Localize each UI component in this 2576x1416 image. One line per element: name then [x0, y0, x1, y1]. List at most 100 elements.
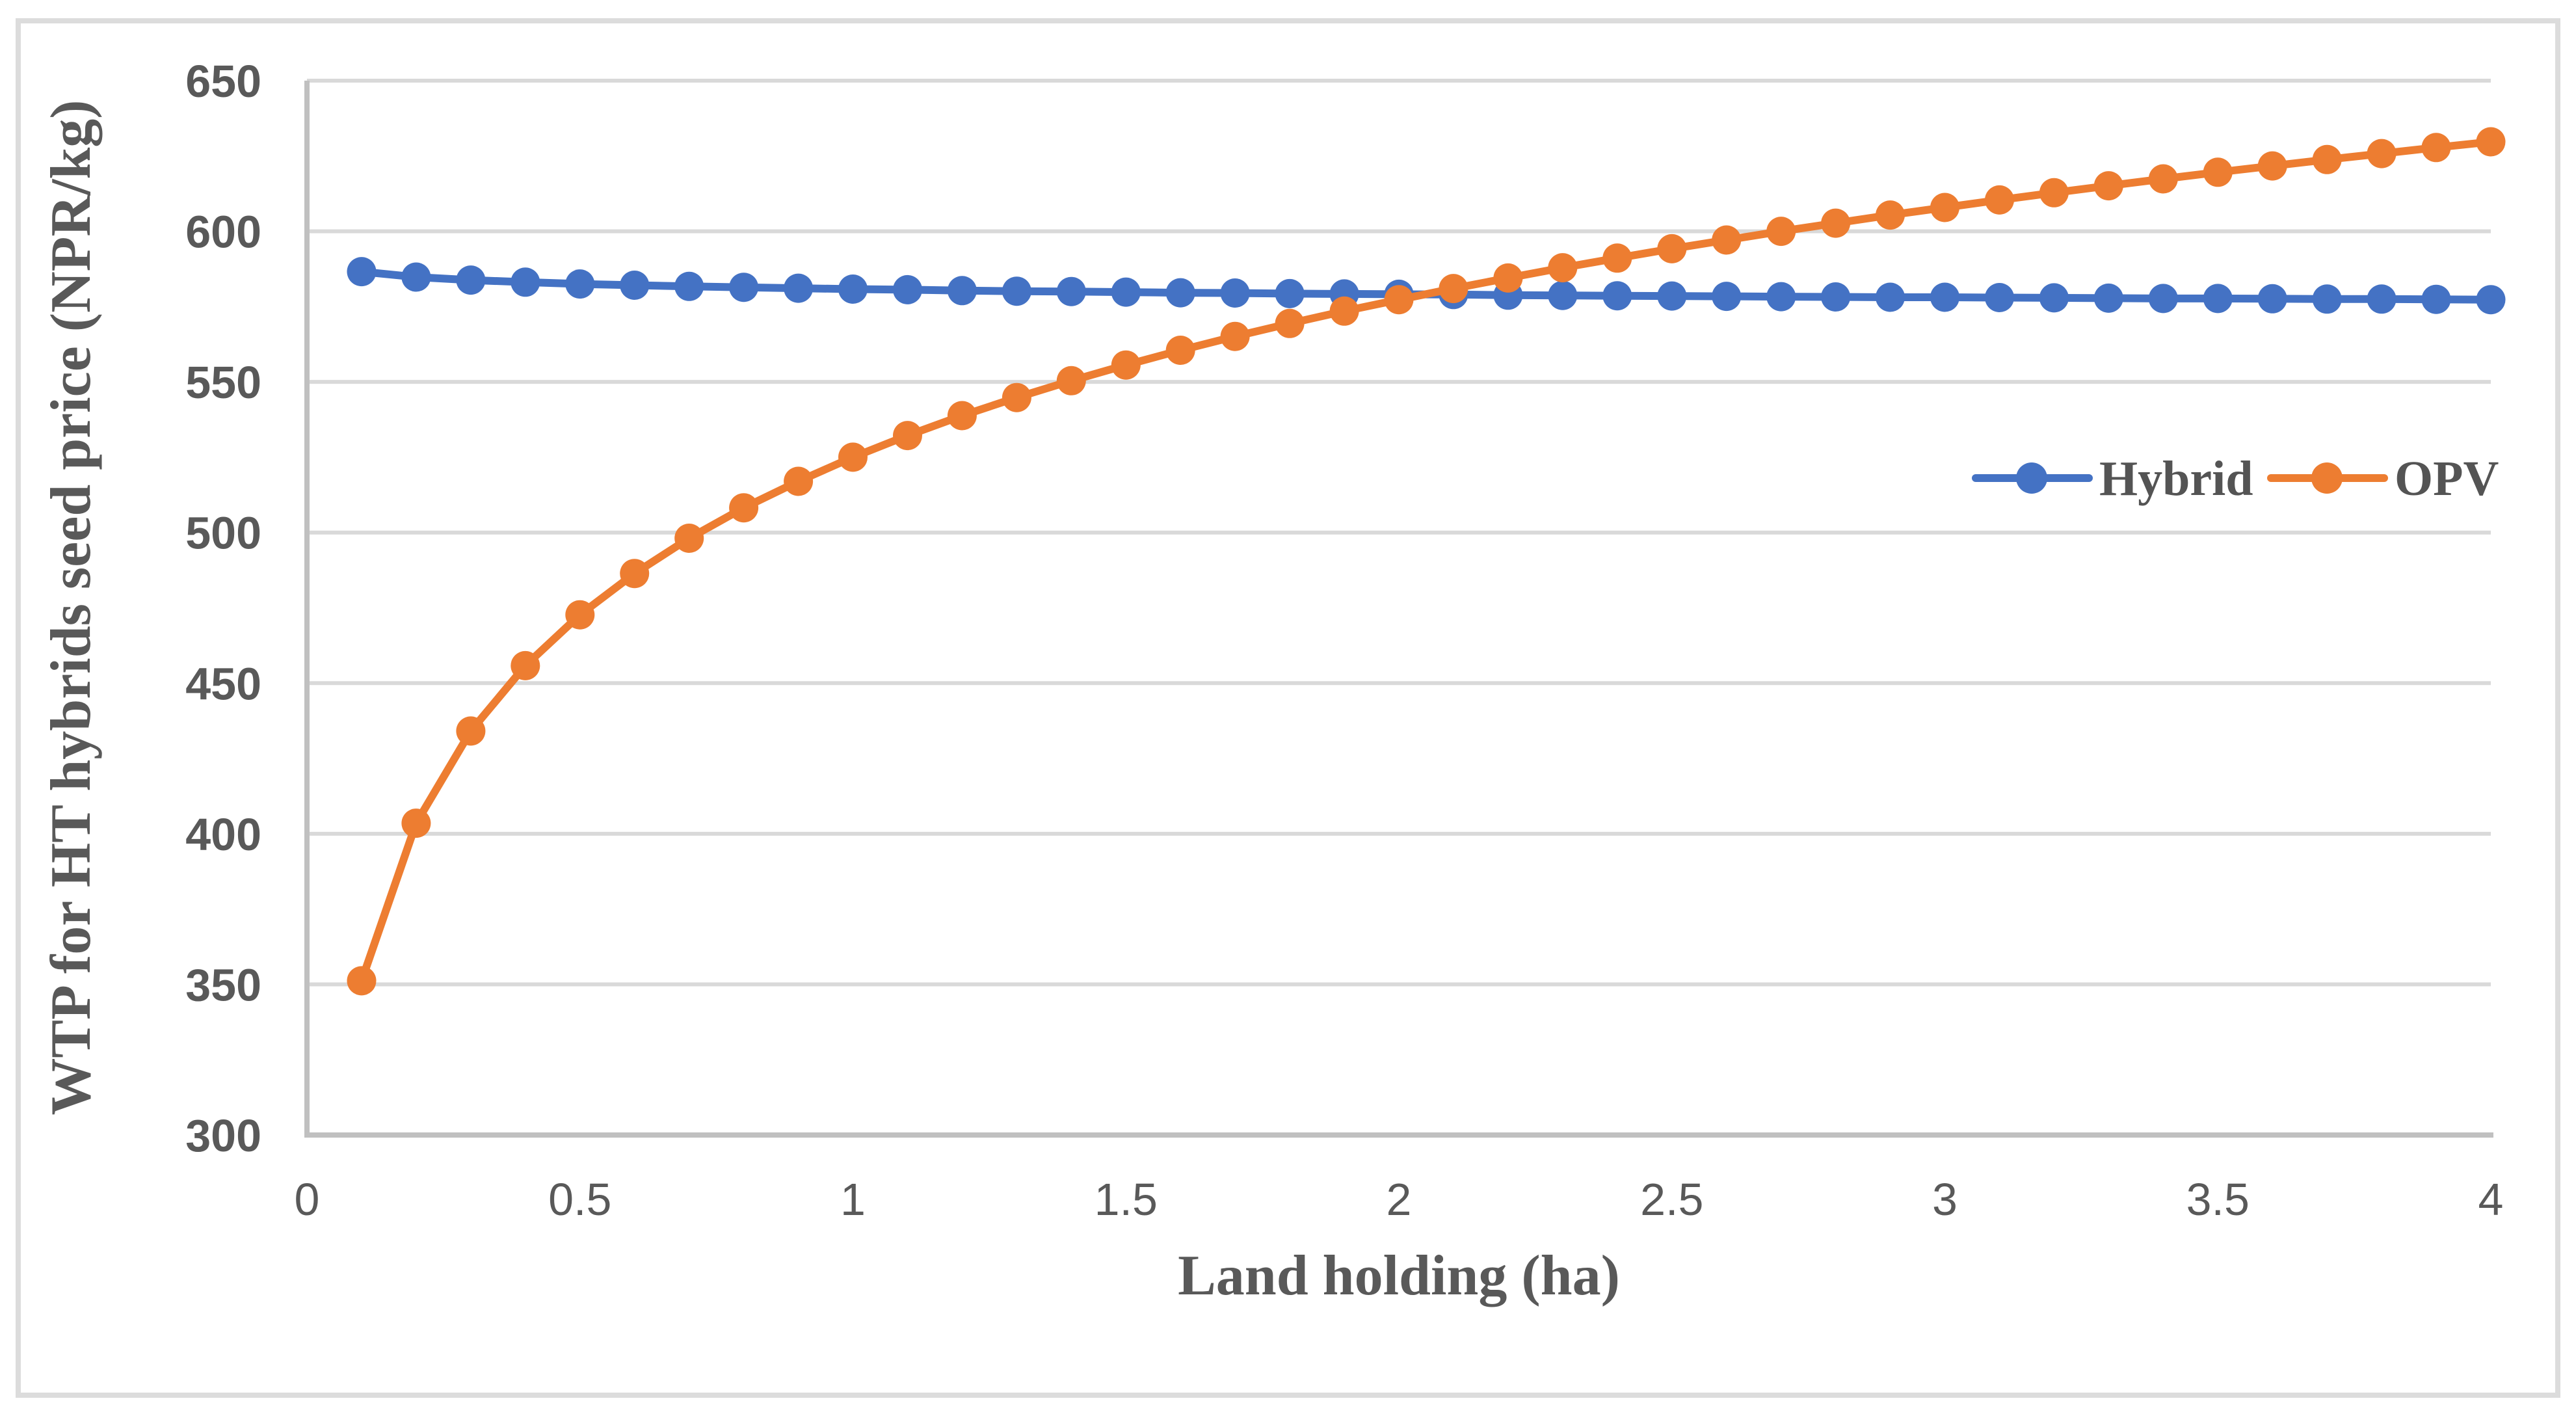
data-point-hybrid-x3.9 [2421, 284, 2451, 314]
data-point-hybrid-x0.4 [511, 267, 540, 297]
data-point-hybrid-x1.7 [1220, 278, 1250, 308]
data-point-hybrid-x0.8 [729, 273, 759, 302]
data-point-opv-x1.7 [1220, 321, 1250, 351]
data-point-opv-x3.3 [2093, 171, 2123, 201]
data-point-opv-x3.2 [2039, 178, 2069, 207]
data-point-hybrid-x3 [1930, 282, 1959, 312]
data-point-hybrid-x3.4 [2148, 284, 2178, 314]
data-point-opv-x1.2 [947, 401, 977, 431]
data-point-hybrid-x1.4 [1056, 276, 1086, 306]
x-tick-label-2: 2 [1387, 1174, 1412, 1225]
x-tick-labels: 0 0.5 1 1.5 2 2.5 3 3.5 4 [295, 1174, 2504, 1225]
legend-item-hybrid: Hybrid [1972, 451, 2253, 506]
data-point-opv-x3.1 [1985, 185, 2014, 215]
legend-item-opv: OPV [2267, 451, 2499, 506]
data-point-hybrid-x1.6 [1165, 278, 1195, 308]
y-tick-label-450: 450 [185, 658, 261, 709]
data-point-opv-x2.3 [1548, 253, 1578, 283]
data-point-opv-x3.6 [2257, 151, 2287, 181]
series-hybrid [347, 257, 2506, 315]
data-point-opv-x0.8 [729, 493, 759, 523]
data-point-opv-x2.6 [1712, 225, 1742, 255]
y-tick-label-400: 400 [185, 809, 261, 860]
data-point-opv-x3.7 [2312, 144, 2342, 174]
y-tick-labels: 300 350 400 450 500 550 600 650 [185, 56, 261, 1161]
data-point-hybrid-x1 [838, 274, 868, 304]
data-point-hybrid-x3.8 [2367, 284, 2397, 314]
data-point-hybrid-x0.9 [784, 273, 814, 303]
data-point-hybrid-x3.5 [2203, 284, 2233, 314]
data-point-hybrid-x1.1 [893, 274, 922, 304]
x-axis-title: Land holding (ha) [1178, 1244, 1620, 1307]
y-tick-label-500: 500 [185, 508, 261, 559]
data-point-hybrid-x0.2 [401, 262, 431, 292]
data-point-opv-x2.5 [1657, 234, 1687, 263]
data-point-opv-x0.6 [620, 559, 650, 589]
data-series [347, 127, 2506, 996]
data-point-hybrid-x3.3 [2093, 283, 2123, 313]
data-point-hybrid-x0.1 [347, 257, 377, 287]
data-point-hybrid-x2.9 [1876, 282, 1905, 312]
figure-border [16, 18, 2560, 1398]
gridlines [307, 79, 2491, 987]
data-point-opv-x0.3 [456, 716, 486, 746]
data-point-hybrid-x1.8 [1275, 278, 1305, 308]
legend-label-opv: OPV [2395, 451, 2499, 506]
y-tick-label-350: 350 [185, 959, 261, 1010]
data-point-opv-x0.5 [565, 600, 595, 630]
data-point-opv-x2 [1384, 285, 1414, 315]
data-point-hybrid-x0.7 [674, 271, 704, 301]
series-line-opv [358, 138, 2495, 985]
data-point-opv-x1 [838, 442, 868, 472]
data-point-opv-x3.5 [2203, 157, 2233, 187]
data-point-opv-x1.1 [893, 421, 922, 451]
data-point-hybrid-x2.3 [1548, 280, 1578, 310]
data-point-hybrid-x2.4 [1602, 281, 1632, 311]
data-point-opv-x1.4 [1056, 366, 1086, 395]
data-point-opv-x0.9 [784, 466, 814, 496]
data-point-opv-x3.4 [2148, 164, 2178, 194]
data-point-opv-x1.9 [1329, 296, 1359, 326]
data-point-opv-x0.2 [401, 808, 431, 838]
data-point-hybrid-x3.1 [1985, 283, 2014, 312]
legend-label-hybrid: Hybrid [2099, 451, 2253, 506]
data-point-hybrid-x4 [2476, 285, 2506, 315]
data-point-opv-x0.1 [347, 966, 377, 996]
series-opv [347, 127, 2506, 996]
data-point-hybrid-x3.2 [2039, 283, 2069, 313]
data-point-opv-x2.1 [1439, 274, 1468, 304]
data-point-hybrid-x2.8 [1821, 282, 1851, 312]
data-point-opv-x2.7 [1766, 217, 1796, 247]
data-point-opv-x2.9 [1876, 200, 1905, 230]
x-tick-label-2.5: 2.5 [1640, 1174, 1703, 1225]
data-point-opv-x3 [1930, 193, 1959, 222]
data-point-opv-x0.7 [674, 524, 704, 553]
y-tick-label-300: 300 [185, 1110, 261, 1161]
y-axis-title: WTP for HT hybrids seed price (NPR/kg) [40, 100, 103, 1115]
x-tick-label-0: 0 [295, 1174, 320, 1225]
data-point-opv-x0.4 [511, 650, 540, 680]
data-point-hybrid-x1.5 [1111, 277, 1141, 307]
x-tick-label-4: 4 [2478, 1174, 2504, 1225]
data-point-opv-x4 [2476, 127, 2506, 157]
data-point-hybrid-x2.6 [1712, 282, 1742, 312]
data-point-hybrid-x0.6 [620, 271, 650, 300]
data-point-opv-x3.8 [2367, 139, 2397, 168]
data-point-opv-x2.8 [1821, 208, 1851, 238]
x-tick-label-3: 3 [1932, 1174, 1958, 1225]
data-point-opv-x1.6 [1165, 336, 1195, 365]
x-tick-label-1.5: 1.5 [1095, 1174, 1158, 1225]
data-point-hybrid-x1.2 [947, 276, 977, 306]
data-point-hybrid-x0.5 [565, 269, 595, 299]
data-point-opv-x2.4 [1602, 243, 1632, 273]
data-point-hybrid-x3.7 [2312, 284, 2342, 314]
x-tick-label-3.5: 3.5 [2186, 1174, 2250, 1225]
y-tick-label-600: 600 [185, 207, 261, 258]
data-point-hybrid-x2.7 [1766, 282, 1796, 312]
data-point-hybrid-x2.5 [1657, 281, 1687, 311]
y-tick-label-550: 550 [185, 357, 261, 408]
data-point-opv-x1.5 [1111, 350, 1141, 380]
x-tick-label-1: 1 [840, 1174, 866, 1225]
